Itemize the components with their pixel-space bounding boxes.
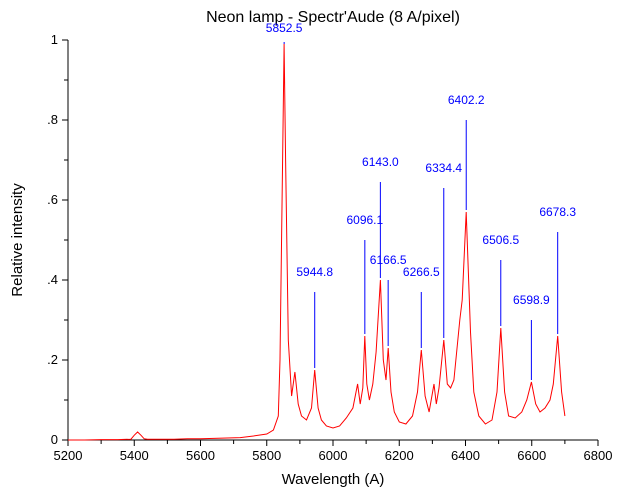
peak-label: 6266.5 (403, 265, 440, 279)
chart-title: Neon lamp - Spectr'Aude (8 A/pixel) (206, 9, 460, 26)
x-tick-label: 6400 (451, 448, 480, 463)
peak-label: 6166.5 (370, 253, 407, 267)
spectrum-chart: 5200 5400 5600 5800 6000 6200 6400 6600 6800 0 .2.… (0, 0, 622, 502)
chart-background (0, 0, 622, 502)
y-tick-label: .6 (47, 192, 58, 207)
peak-label: 6678.3 (539, 205, 576, 219)
y-tick-label: 0 (51, 432, 58, 447)
y-tick-label: .2 (47, 352, 58, 367)
x-tick-label: 6600 (517, 448, 546, 463)
y-axis-label: Relative intensity (9, 183, 26, 297)
x-tick-label: 6200 (385, 448, 414, 463)
peak-label: 6598.9 (513, 293, 550, 307)
x-tick-label: 6800 (584, 448, 613, 463)
x-axis-label: Wavelength (A) (282, 471, 385, 488)
x-tick-label: 5400 (120, 448, 149, 463)
y-tick-label: .8 (47, 112, 58, 127)
y-tick-label: 1 (51, 32, 58, 47)
x-tick-label: 5200 (54, 448, 83, 463)
peak-label: 6334.4 (425, 161, 462, 175)
peak-label: 6506.5 (482, 233, 519, 247)
x-tick-label: 5800 (252, 448, 281, 463)
peak-label: 6402.2 (448, 93, 485, 107)
y-tick-label: .4 (47, 272, 58, 287)
peak-label: 5852.5 (266, 21, 303, 35)
x-tick-label: 6000 (319, 448, 348, 463)
peak-label: 6143.0 (362, 155, 399, 169)
peak-label: 6096.1 (346, 213, 383, 227)
x-tick-label: 5600 (186, 448, 215, 463)
peak-label: 5944.8 (296, 265, 333, 279)
